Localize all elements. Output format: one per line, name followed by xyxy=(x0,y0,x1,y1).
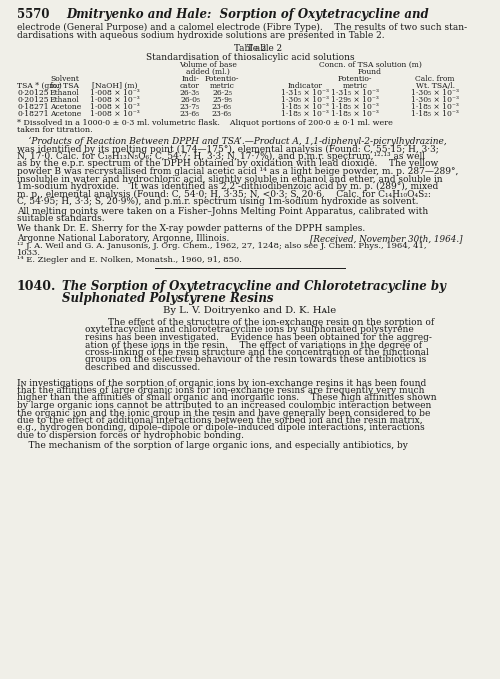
Text: 23·6₅: 23·6₅ xyxy=(212,110,232,118)
Text: 0·20125: 0·20125 xyxy=(17,96,48,104)
Text: dardisations with aqueous sodium hydroxide solutions are presented in Table 2.: dardisations with aqueous sodium hydroxi… xyxy=(17,31,384,40)
Text: Potentio-: Potentio- xyxy=(338,75,372,83)
Text: taken for titration.: taken for titration. xyxy=(17,126,92,134)
Text: Concn. of TSA solution (m): Concn. of TSA solution (m) xyxy=(318,61,422,69)
Text: 23·6₅: 23·6₅ xyxy=(212,103,232,111)
Text: Solvent: Solvent xyxy=(50,75,79,83)
Text: insoluble in water and hydrochloric acid, slightly soluble in ethanol and ether,: insoluble in water and hydrochloric acid… xyxy=(17,175,442,183)
Text: metric: metric xyxy=(342,82,367,90)
Text: Indicator: Indicator xyxy=(288,82,322,90)
Text: that the affinities of large organic ions for ion-exchange resins are frequently: that the affinities of large organic ion… xyxy=(17,386,424,395)
Text: 1·008 × 10⁻³: 1·008 × 10⁻³ xyxy=(90,103,140,111)
Text: Iɴ investigations of the sorption of organic ions by ion-exchange resins it has : Iɴ investigations of the sorption of org… xyxy=(17,378,426,388)
Text: e.g., hydrogen bonding, dipole–dipole or dipole–induced dipole interactions, int: e.g., hydrogen bonding, dipole–dipole or… xyxy=(17,424,425,433)
Text: 1·18₅ × 10⁻³: 1·18₅ × 10⁻³ xyxy=(281,103,329,111)
Text: 25·9₅: 25·9₅ xyxy=(212,96,232,104)
Text: 1040.: 1040. xyxy=(17,280,56,293)
Text: 1·29₅ × 10⁻³: 1·29₅ × 10⁻³ xyxy=(331,96,379,104)
Text: TSA * (gm.): TSA * (gm.) xyxy=(17,82,62,90)
Text: 1·31₅ × 10⁻³: 1·31₅ × 10⁻³ xyxy=(281,89,329,97)
Text: higher than the affinities of small organic and inorganic ions.    These high af: higher than the affinities of small orga… xyxy=(17,394,436,403)
Text: 1·008 × 10⁻³: 1·008 × 10⁻³ xyxy=(90,89,140,97)
Text: Potentio-: Potentio- xyxy=(205,75,240,83)
Text: Sulphonated Polystyrene Resins: Sulphonated Polystyrene Resins xyxy=(62,292,274,305)
Text: able 2: able 2 xyxy=(255,44,282,53)
Text: 1m-sodium hydroxide.    It was identified as 2,2’-dithiodibenzoic acid by m. p. : 1m-sodium hydroxide. It was identified a… xyxy=(17,182,438,191)
Text: All melting points were taken on a Fisher–Johns Melting Point Apparatus, calibra: All melting points were taken on a Fishe… xyxy=(17,206,428,215)
Text: due to dispersion forces or hydrophobic bonding.: due to dispersion forces or hydrophobic … xyxy=(17,431,244,440)
Text: T: T xyxy=(247,44,253,53)
Text: 1033.: 1033. xyxy=(17,249,41,257)
Text: by large organic ions cannot be attributed to an increased coulombic interaction: by large organic ions cannot be attribut… xyxy=(17,401,432,410)
Text: [NaOH] (m): [NaOH] (m) xyxy=(92,82,138,90)
Text: Argonne National Laboratory, Argonne, Illinois.: Argonne National Laboratory, Argonne, Il… xyxy=(17,234,229,243)
Text: 1·18₅ × 10⁻³: 1·18₅ × 10⁻³ xyxy=(331,103,379,111)
Text: 1·18₅ × 10⁻³: 1·18₅ × 10⁻³ xyxy=(281,110,329,118)
Text: was identified by its melting point (174—175°), elemental analysis (Found: C, 55: was identified by its melting point (174… xyxy=(17,145,439,153)
Text: Ethanol: Ethanol xyxy=(50,96,80,104)
Text: described and discussed.: described and discussed. xyxy=(85,363,200,372)
Text: cross-linking of the resin structure and the concentration of the functional: cross-linking of the resin structure and… xyxy=(85,348,429,357)
Text: Ethanol: Ethanol xyxy=(50,89,80,97)
Text: due to the effect of additional interactions between the sorbed ion and the resi: due to the effect of additional interact… xyxy=(17,416,422,425)
Text: Volume of base: Volume of base xyxy=(179,61,237,69)
Text: 1·31₅ × 10⁻³: 1·31₅ × 10⁻³ xyxy=(331,89,379,97)
Text: ¹⁴ E. Ziegler and E. Nolken, Monatsh., 1960, 91, 850.: ¹⁴ E. Ziegler and E. Nolken, Monatsh., 1… xyxy=(17,256,242,264)
Text: 1·30₅ × 10⁻³: 1·30₅ × 10⁻³ xyxy=(411,96,459,104)
Text: 26·0₅: 26·0₅ xyxy=(180,96,200,104)
Text: oxytetracycline and chlorotetracycline ions by sulphonated polystyrene: oxytetracycline and chlorotetracycline i… xyxy=(85,325,414,335)
Text: 1·008 × 10⁻³: 1·008 × 10⁻³ xyxy=(90,110,140,118)
Text: 26·3₅: 26·3₅ xyxy=(180,89,200,97)
Text: The Sorption of Oxytetracycline and Chlorotetracycline by: The Sorption of Oxytetracycline and Chlo… xyxy=(62,280,446,293)
Text: Wt. TSA/l.: Wt. TSA/l. xyxy=(416,82,455,90)
Text: 1·18₅ × 10⁻³: 1·18₅ × 10⁻³ xyxy=(411,110,459,118)
Text: 1·18₅ × 10⁻³: 1·18₅ × 10⁻³ xyxy=(411,103,459,111)
Text: 1·008 × 10⁻³: 1·008 × 10⁻³ xyxy=(90,96,140,104)
Text: Acetone: Acetone xyxy=(50,103,81,111)
Text: m. p., elemental analysis (Found: C, 54·0; H, 3·35; N, <0·3; S, 20·6.    Calc. f: m. p., elemental analysis (Found: C, 54·… xyxy=(17,189,431,199)
Text: electrode (General Purpose) and a calomel electrode (Fibre Type).    The results: electrode (General Purpose) and a calome… xyxy=(17,23,467,32)
Text: 23·6₅: 23·6₅ xyxy=(180,110,200,118)
Text: resins has been investigated.    Evidence has been obtained for the aggreg-: resins has been investigated. Evidence h… xyxy=(85,333,432,342)
Text: the organic ion and the ionic group in the resin and have generally been conside: the organic ion and the ionic group in t… xyxy=(17,409,430,418)
Text: Indi-: Indi- xyxy=(181,75,199,83)
Text: groups on the selective behaviour of the resin towards these antibiotics is: groups on the selective behaviour of the… xyxy=(85,356,426,365)
Text: ¹² J. A. Weil and G. A. Janusonis, J. Org. Chem., 1962, 27, 1248; also see J. Ch: ¹² J. A. Weil and G. A. Janusonis, J. Or… xyxy=(17,242,426,250)
Text: Standardisation of thiosalicylic acid solutions: Standardisation of thiosalicylic acid so… xyxy=(146,53,354,62)
Text: N, 17·0. Calc. for C₁₈H₁₃N₅O₆: C, 54·7; H, 3·3; N, 17·7%), and p.m.r. spectrum,¹: N, 17·0. Calc. for C₁₈H₁₃N₅O₆: C, 54·7; … xyxy=(17,152,425,161)
Text: cator: cator xyxy=(180,82,200,90)
Text: 0·18271: 0·18271 xyxy=(17,110,48,118)
Text: * Dissolved in a 1000·0 ± 0·3 ml. volumetric flask.    Aliquot portions of 200·0: * Dissolved in a 1000·0 ± 0·3 ml. volume… xyxy=(17,119,393,127)
Text: 0·18271: 0·18271 xyxy=(17,103,48,111)
Text: as by the e.p.r. spectrum of the DPPH obtained by oxidation with lead dioxide.  : as by the e.p.r. spectrum of the DPPH ob… xyxy=(17,160,438,168)
Text: Table 2: Table 2 xyxy=(234,44,266,53)
Text: Dmitryenko and Hale:  Sorption of Oxytetracycline and: Dmitryenko and Hale: Sorption of Oxytetr… xyxy=(66,8,429,21)
Text: 23·7₅: 23·7₅ xyxy=(180,103,200,111)
Text: We thank Dr. E. Sherry for the X-ray powder patterns of the DPPH samples.: We thank Dr. E. Sherry for the X-ray pow… xyxy=(17,224,365,233)
Text: 0·20125: 0·20125 xyxy=(17,89,48,97)
Text: ‘Products of Reaction Between DPPH and TSA’.—Product A, 1,1-diphenyl-2-picrylhyd: ‘Products of Reaction Between DPPH and T… xyxy=(17,137,447,147)
Text: C, 54·95; H, 3·3; S, 20·9%), and p.m.r. spectrum using 1m-sodium hydroxide as so: C, 54·95; H, 3·3; S, 20·9%), and p.m.r. … xyxy=(17,197,418,206)
Text: By L. V. Dᴏitryenko and D. K. Hᴀle: By L. V. Dᴏitryenko and D. K. Hᴀle xyxy=(164,306,336,315)
Text: suitable standards.: suitable standards. xyxy=(17,214,104,223)
Text: Found: Found xyxy=(358,68,382,76)
Text: The mechanism of the sorption of large organic ions, and especially antibiotics,: The mechanism of the sorption of large o… xyxy=(17,441,408,449)
Text: Calc. from: Calc. from xyxy=(415,75,455,83)
Text: 1·18₅ × 10⁻³: 1·18₅ × 10⁻³ xyxy=(331,110,379,118)
Text: The effect of the structure of the ion-exchange resin on the sorption of: The effect of the structure of the ion-e… xyxy=(85,318,434,327)
Text: for TSA: for TSA xyxy=(50,82,79,90)
Text: 26·2₅: 26·2₅ xyxy=(212,89,232,97)
Text: 1·30₅ × 10⁻³: 1·30₅ × 10⁻³ xyxy=(281,96,329,104)
Text: 1·30₅ × 10⁻³: 1·30₅ × 10⁻³ xyxy=(411,89,459,97)
Text: [Received, November 30th, 1964.]: [Received, November 30th, 1964.] xyxy=(310,234,462,243)
Text: powder B was recrystallised from glacial acetic acid ¹⁴ as a light beige powder,: powder B was recrystallised from glacial… xyxy=(17,167,458,176)
Text: 5570: 5570 xyxy=(17,8,50,21)
Text: added (ml.): added (ml.) xyxy=(186,68,230,76)
Text: ation of these ions in the resin.    The effect of variations in the degree of: ation of these ions in the resin. The ef… xyxy=(85,340,422,350)
Text: metric: metric xyxy=(210,82,234,90)
Text: Acetone: Acetone xyxy=(50,110,81,118)
